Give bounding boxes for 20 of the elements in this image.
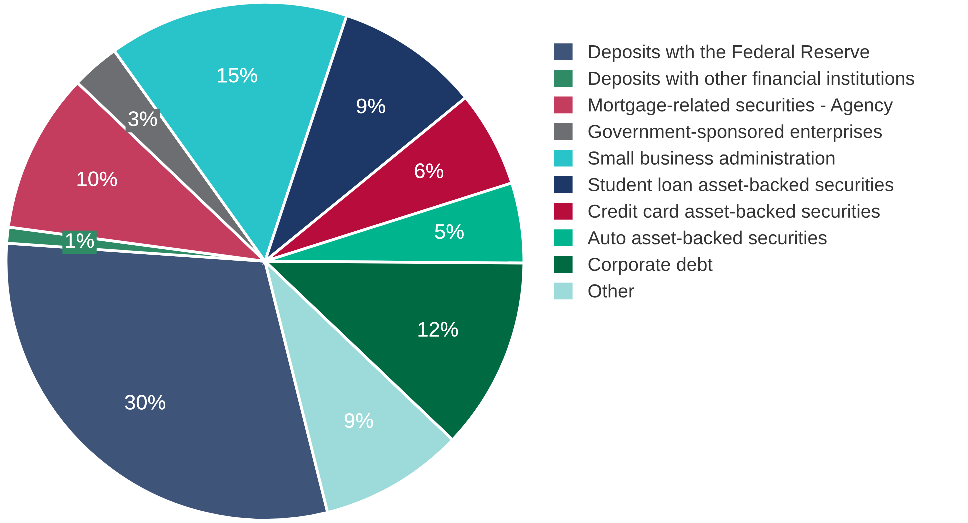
data-label: 3% (128, 112, 158, 126)
legend-label: Other (588, 284, 634, 298)
legend-label: Mortgage-related securities - Agency (589, 98, 894, 116)
data-label: 1% (66, 234, 94, 248)
legend-label: Auto asset-backed securities (588, 230, 827, 245)
data-label: 6% (415, 164, 444, 178)
legend-label: Student loan asset-backed securities (588, 178, 894, 192)
data-label: 30% (125, 395, 166, 410)
data-label: 15% (218, 68, 258, 83)
legend-label: Deposits with other financial institutions (589, 71, 914, 89)
data-label: 9% (344, 413, 374, 428)
legend-label: Credit card asset-backed securities (588, 204, 880, 218)
data-label: 10% (78, 172, 118, 187)
legend-label: Deposits wth the Federal Reserve (589, 44, 870, 62)
legend-label: Small business administration (588, 151, 835, 165)
data-label: 9% (357, 98, 386, 114)
legend-label: Corporate debt (588, 257, 713, 275)
data-label: 5% (435, 224, 464, 240)
data-label: 12% (418, 322, 458, 337)
legend-label: Government-sponsored enterprises (588, 124, 882, 142)
